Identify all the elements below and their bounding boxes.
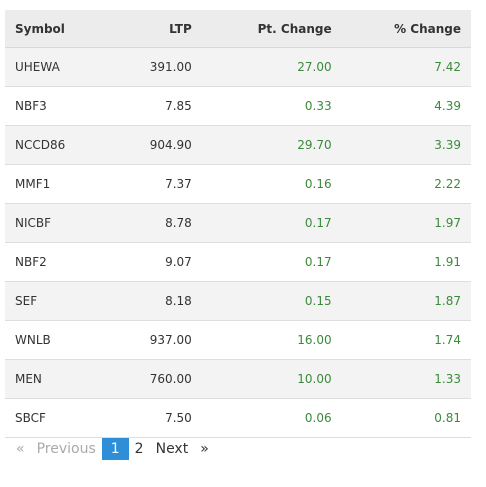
- table-cell: 8.78: [109, 203, 202, 243]
- previous-button[interactable]: Previous: [36, 441, 96, 457]
- table-row[interactable]: SEF 8.18 0.15 1.87: [5, 281, 471, 321]
- table-cell: MMF1: [5, 164, 110, 204]
- table-cell: NBF3: [5, 86, 110, 126]
- table-cell: 29.70: [201, 125, 342, 165]
- table-cell: 1.74: [341, 320, 471, 360]
- table-cell: 1.97: [341, 203, 471, 243]
- table-cell: NCCD86: [5, 125, 110, 165]
- table-cell: 1.87: [341, 281, 471, 321]
- table-cell: 0.17: [201, 203, 342, 243]
- table-row[interactable]: NICBF 8.78 0.17 1.97: [5, 203, 471, 243]
- table-row[interactable]: SBCF 7.50 0.06 0.81: [5, 398, 471, 438]
- table-cell: NBF2: [5, 242, 110, 282]
- table-cell: 0.06: [201, 398, 342, 438]
- table-cell: 8.18: [109, 281, 202, 321]
- table-cell: 2.22: [341, 164, 471, 204]
- table-row[interactable]: NCCD86 904.90 29.70 3.39: [5, 125, 471, 165]
- table-cell: 3.39: [341, 125, 471, 165]
- table-cell: 0.16: [201, 164, 342, 204]
- table-body: UHEWA 391.00 27.00 7.42 NBF3 7.85 0.33 4.39 NCCD…: [5, 47, 471, 438]
- table-cell: 937.00: [109, 320, 202, 360]
- table-cell: 0.17: [201, 242, 342, 282]
- table-cell: UHEWA: [5, 47, 110, 87]
- table-cell: 7.85: [109, 86, 202, 126]
- pagination: « Previous 1 2 Next »: [10, 438, 215, 460]
- header-row: Symbol LTP Pt. Change% Change: [5, 10, 471, 48]
- table-cell: 0.33: [201, 86, 342, 126]
- table-cell: 0.15: [201, 281, 342, 321]
- table-cell: 7.50: [109, 398, 202, 438]
- table-row[interactable]: NBF3 7.85 0.33 4.39: [5, 86, 471, 126]
- table-cell: SBCF: [5, 398, 110, 438]
- table-row[interactable]: MEN 760.00 10.00 1.33: [5, 359, 471, 399]
- table-cell: NICBF: [5, 203, 110, 243]
- table-cell: MEN: [5, 359, 110, 399]
- column-header[interactable]: Symbol: [5, 10, 110, 48]
- table-cell: WNLB: [5, 320, 110, 360]
- table-cell: 7.37: [109, 164, 202, 204]
- table-cell: 7.42: [341, 47, 471, 87]
- table-cell: 4.39: [341, 86, 471, 126]
- table-container: Symbol LTP Pt. Change% Change UHEWA 391.00 2…: [5, 10, 471, 438]
- first-button[interactable]: «: [16, 441, 25, 457]
- table-row[interactable]: MMF1 7.37 0.16 2.22: [5, 164, 471, 204]
- table-cell: 9.07: [109, 242, 202, 282]
- table-cell: 27.00: [201, 47, 342, 87]
- table-row[interactable]: WNLB 937.00 16.00 1.74: [5, 320, 471, 360]
- table-cell: 16.00: [201, 320, 342, 360]
- page-button[interactable]: 1: [101, 438, 129, 460]
- table-cell: 0.81: [341, 398, 471, 438]
- column-header[interactable]: % Change: [341, 10, 471, 48]
- page-button[interactable]: 2: [134, 441, 144, 457]
- table: Symbol LTP Pt. Change% Change UHEWA 391.00 2…: [5, 10, 471, 438]
- table-cell: 904.90: [109, 125, 202, 165]
- table-cell: 760.00: [109, 359, 202, 399]
- table-row[interactable]: UHEWA 391.00 27.00 7.42: [5, 47, 471, 87]
- table-cell: 10.00: [201, 359, 342, 399]
- next-button[interactable]: Next: [155, 441, 189, 457]
- table-row[interactable]: NBF2 9.07 0.17 1.91: [5, 242, 471, 282]
- table-cell: 1.33: [341, 359, 471, 399]
- table-cell: SEF: [5, 281, 110, 321]
- table-cell: 1.91: [341, 242, 471, 282]
- column-header[interactable]: LTP: [109, 10, 202, 48]
- last-button[interactable]: »: [200, 441, 209, 457]
- table-cell: 391.00: [109, 47, 202, 87]
- column-header[interactable]: Pt. Change: [201, 10, 342, 48]
